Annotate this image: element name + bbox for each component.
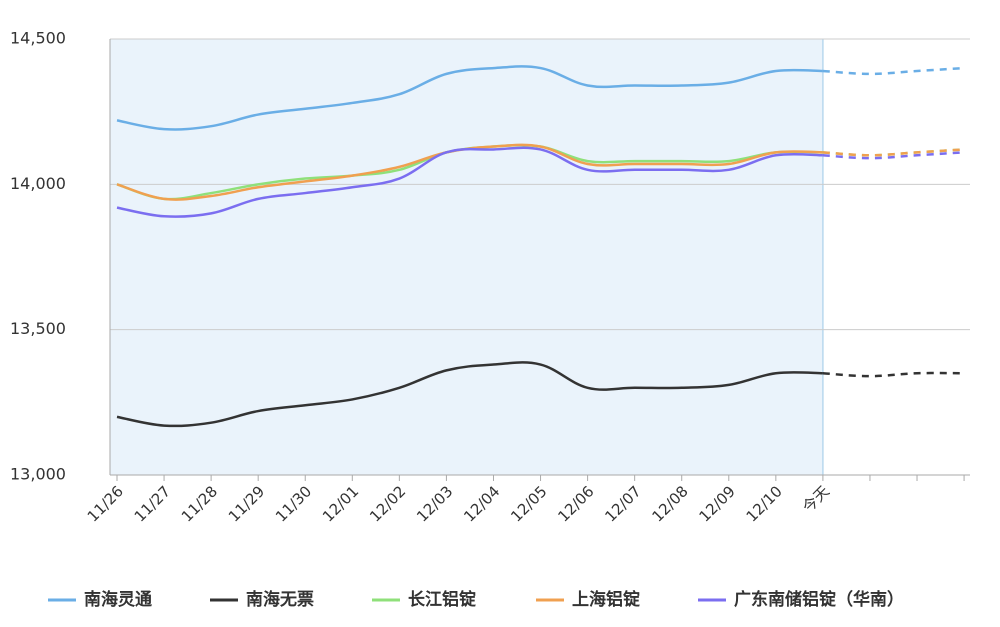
series-line (822, 151, 965, 160)
y-tick-label: 13,000 (10, 465, 66, 484)
legend-item: 南海灵通 (48, 589, 152, 610)
x-tick-label: 12/06 (554, 482, 597, 525)
series-line (116, 65, 823, 131)
x-tick-label: 12/05 (507, 482, 550, 525)
history-shade (110, 39, 823, 475)
y-tick-label: 13,500 (10, 319, 66, 338)
x-tick-label: 11/28 (178, 482, 221, 525)
legend-label: 广东南储铝锭（华南） (734, 589, 904, 610)
series-line (822, 371, 965, 378)
x-tick-label: 11/27 (131, 482, 174, 525)
series-line (822, 66, 965, 76)
legend-label: 南海无票 (246, 589, 314, 610)
series-line (116, 361, 823, 428)
legend-item: 南海无票 (210, 589, 314, 610)
x-tick-label: 12/04 (460, 482, 503, 525)
series-line (822, 148, 965, 157)
x-tick-label: 11/29 (225, 482, 268, 525)
x-tick-label: 11/26 (84, 482, 127, 525)
x-tick-label: 今天 (799, 482, 833, 516)
x-tick-label: 12/03 (413, 482, 456, 525)
legend-item: 广东南储铝锭（华南） (698, 589, 904, 610)
x-tick-label: 11/30 (272, 482, 315, 525)
legend-item: 上海铝锭 (536, 589, 640, 610)
legend-label: 上海铝锭 (572, 589, 640, 610)
x-tick-label: 12/01 (319, 482, 362, 525)
x-tick-label: 12/10 (743, 482, 786, 525)
x-tick-label: 12/08 (648, 482, 691, 525)
y-tick-label: 14,500 (10, 29, 66, 48)
series-line (116, 146, 823, 218)
y-tick-label: 14,000 (10, 174, 66, 193)
legend-label: 长江铝锭 (408, 589, 476, 610)
x-tick-label: 12/02 (366, 482, 409, 525)
x-tick-label: 12/09 (695, 482, 738, 525)
x-tick-label: 12/07 (601, 482, 644, 525)
legend-label: 南海灵通 (84, 589, 152, 610)
legend-item: 长江铝锭 (372, 589, 476, 610)
